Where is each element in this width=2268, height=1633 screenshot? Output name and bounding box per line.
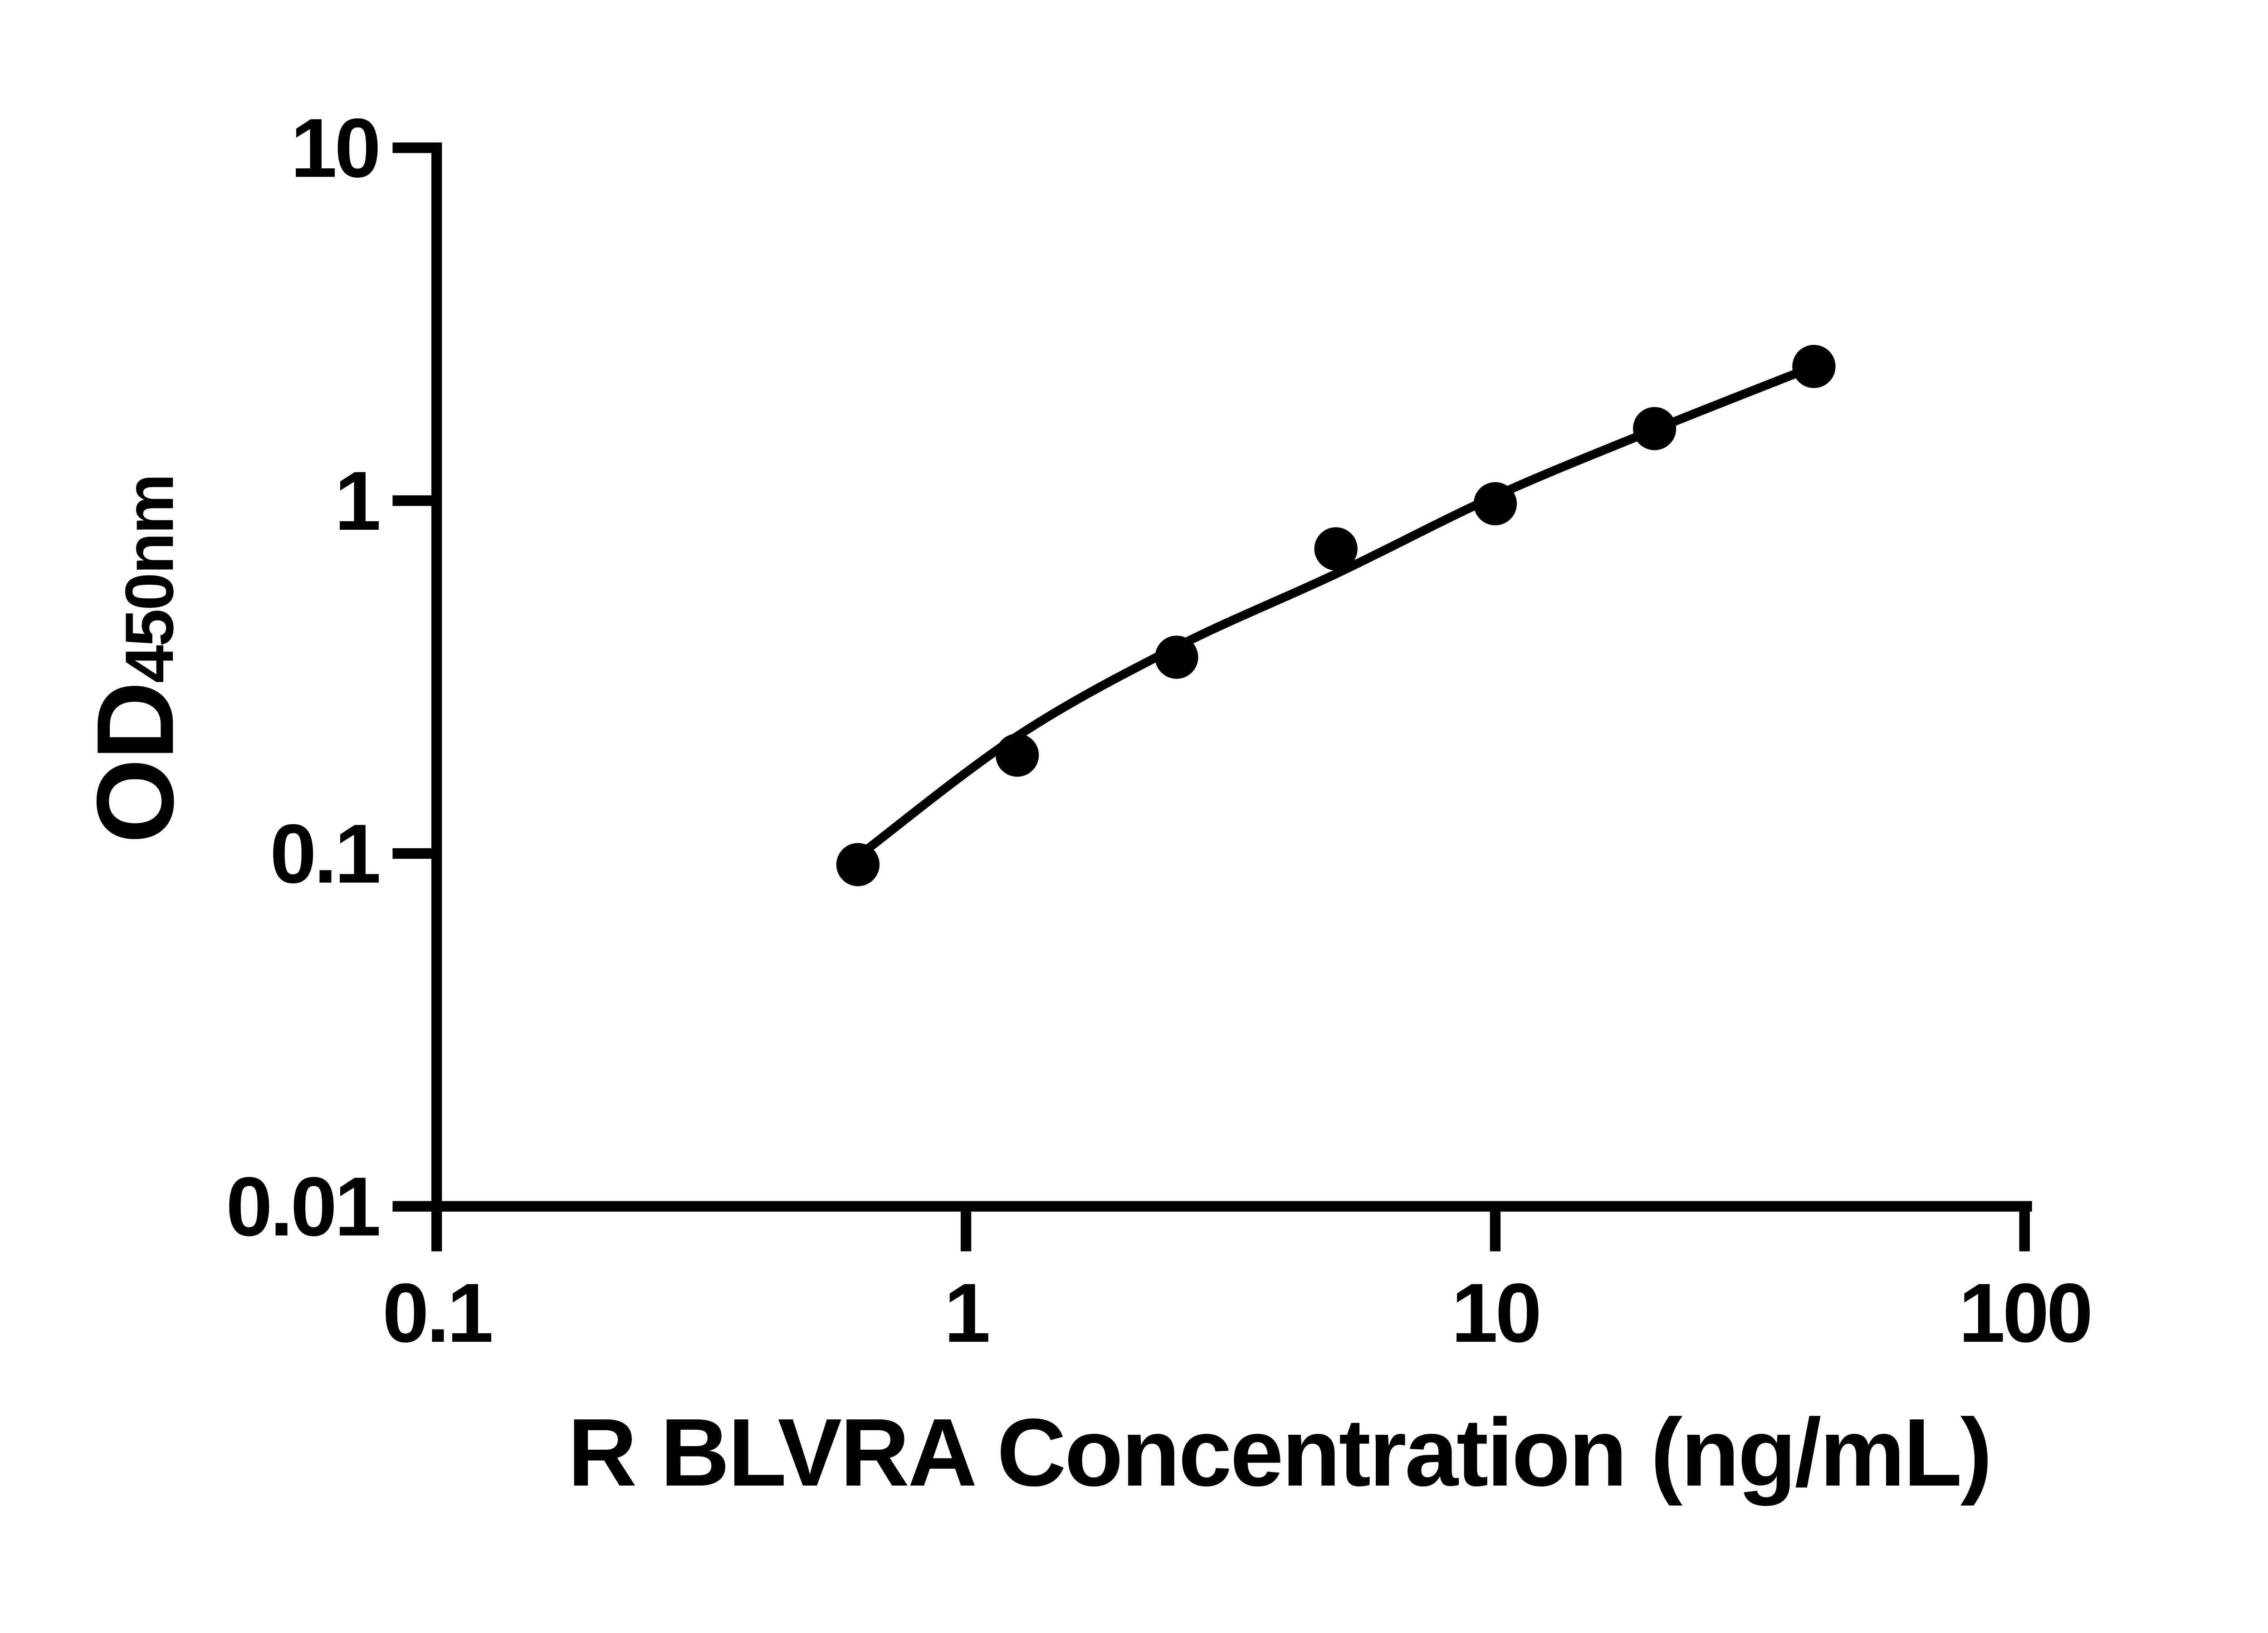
x-tick-label: 10: [1451, 1266, 1539, 1360]
data-point: [1314, 527, 1358, 571]
data-point: [1792, 345, 1836, 388]
x-axis-title: R BLVRA Concentration (ng/mL): [567, 1398, 1990, 1506]
data-point: [836, 843, 880, 886]
data-point: [1633, 407, 1677, 450]
y-tick-label: 1: [334, 455, 379, 548]
x-tick-label: 100: [1959, 1266, 2091, 1360]
x-axis-tick-labels: 0.1 1 10 100: [382, 1266, 2093, 1360]
y-axis-tick-labels: 10 1 0.1 0.01: [226, 102, 381, 1254]
x-tick-label: 1: [944, 1266, 988, 1360]
y-tick-label: 10: [290, 102, 378, 195]
data-points: [836, 345, 1836, 886]
y-tick-label: 0.1: [270, 807, 379, 901]
axes: [392, 142, 2032, 1252]
y-axis-title-subscript: 450nm: [111, 475, 187, 683]
data-point: [1155, 636, 1198, 679]
y-axis-title: OD450nm: [74, 475, 196, 844]
x-tick-label: 0.1: [382, 1266, 491, 1360]
y-tick-label: 0.01: [226, 1160, 379, 1254]
figure-background: [0, 0, 2268, 1588]
y-axis-title-main: OD: [74, 683, 196, 844]
data-point: [1473, 482, 1517, 526]
data-point: [995, 733, 1039, 777]
